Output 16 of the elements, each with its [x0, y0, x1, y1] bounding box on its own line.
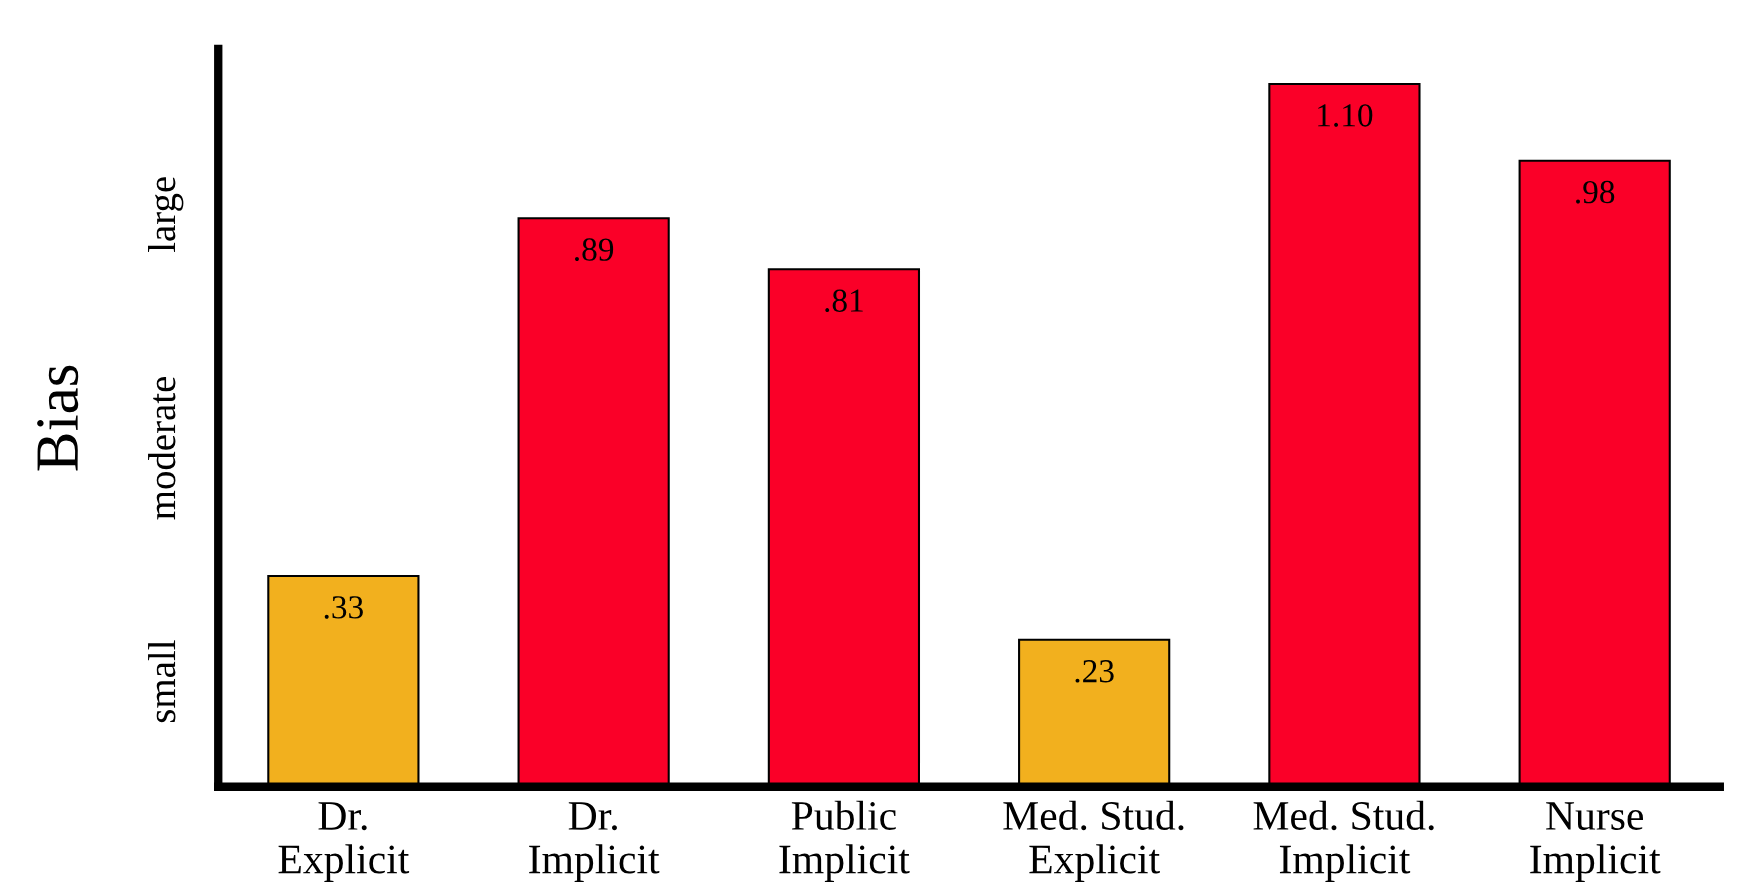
data-label: .89	[575, 238, 614, 261]
text: large	[148, 177, 184, 253]
text: moderate	[148, 376, 176, 520]
data-label: 1.10	[1318, 104, 1373, 127]
x-tick-label: Public Implicit	[779, 800, 910, 883]
data-label: .23	[1075, 660, 1114, 683]
data-label: .98	[1576, 180, 1615, 204]
data-label: .81	[825, 289, 863, 313]
x-tick-label: Med. Stud. Implicit	[1253, 800, 1434, 883]
y-axis-title: Bias	[37, 365, 79, 471]
text: small	[148, 640, 176, 723]
x-tick-label: Dr. Explicit	[278, 802, 410, 883]
x-tick-label: Nurse Implicit	[1530, 802, 1661, 883]
x-tick-label: Med. Stud. Explicit	[1003, 800, 1184, 883]
data-label: .33	[324, 596, 363, 619]
x-tick-label: Dr. Implicit	[529, 802, 660, 883]
